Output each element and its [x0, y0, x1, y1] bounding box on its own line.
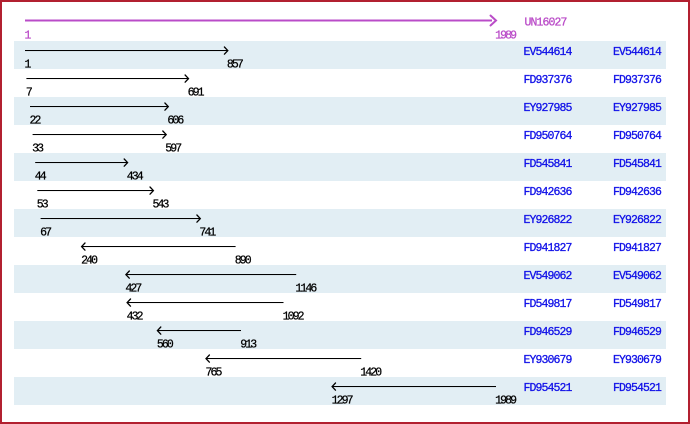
svg-text:427: 427 [125, 283, 141, 296]
svg-text:FD946529: FD946529 [524, 326, 573, 339]
svg-text:FD937376: FD937376 [524, 74, 573, 87]
svg-text:67: 67 [40, 227, 51, 240]
svg-text:EV549062: EV549062 [524, 270, 573, 283]
svg-text:560: 560 [157, 339, 174, 352]
svg-text:EV549062: EV549062 [613, 270, 662, 283]
svg-text:EY930679: EY930679 [613, 354, 662, 367]
svg-text:FD950764: FD950764 [524, 130, 573, 143]
svg-text:EV544614: EV544614 [524, 46, 573, 59]
svg-text:1297: 1297 [332, 395, 353, 408]
svg-text:UN16027: UN16027 [525, 16, 567, 29]
svg-text:EY927985: EY927985 [524, 102, 573, 115]
svg-text:1989: 1989 [495, 395, 517, 408]
svg-text:741: 741 [199, 227, 216, 240]
svg-text:FD941827: FD941827 [524, 242, 572, 255]
svg-text:FD942636: FD942636 [613, 186, 662, 199]
svg-text:FD954521: FD954521 [524, 382, 573, 395]
svg-text:FD946529: FD946529 [613, 326, 662, 339]
svg-text:7: 7 [26, 87, 32, 100]
svg-text:765: 765 [206, 367, 223, 380]
svg-text:691: 691 [188, 87, 205, 100]
svg-text:FD545841: FD545841 [524, 158, 573, 171]
svg-text:597: 597 [165, 143, 181, 156]
svg-text:240: 240 [81, 255, 98, 268]
svg-text:FD937376: FD937376 [613, 74, 662, 87]
svg-text:1420: 1420 [360, 367, 382, 380]
svg-text:1146: 1146 [295, 283, 317, 296]
svg-text:432: 432 [127, 311, 144, 324]
svg-text:EY930679: EY930679 [524, 354, 573, 367]
svg-text:EV544614: EV544614 [613, 46, 662, 59]
svg-text:1989: 1989 [495, 30, 517, 43]
svg-text:857: 857 [227, 59, 243, 72]
svg-text:1: 1 [25, 59, 32, 72]
svg-text:1092: 1092 [283, 311, 305, 324]
svg-text:FD549817: FD549817 [613, 298, 661, 311]
svg-text:EY927985: EY927985 [613, 102, 662, 115]
svg-text:FD545841: FD545841 [613, 158, 662, 171]
svg-text:FD942636: FD942636 [524, 186, 573, 199]
svg-text:FD941827: FD941827 [613, 242, 661, 255]
svg-text:FD954521: FD954521 [613, 382, 662, 395]
svg-text:1: 1 [25, 30, 32, 43]
svg-text:FD549817: FD549817 [524, 298, 572, 311]
svg-text:FD950764: FD950764 [613, 130, 662, 143]
svg-text:606: 606 [167, 115, 184, 128]
svg-text:890: 890 [235, 255, 252, 268]
svg-text:EY926822: EY926822 [524, 214, 573, 227]
svg-text:EY926822: EY926822 [613, 214, 662, 227]
svg-text:543: 543 [153, 199, 170, 212]
svg-text:913: 913 [240, 339, 257, 352]
svg-text:434: 434 [127, 171, 144, 184]
